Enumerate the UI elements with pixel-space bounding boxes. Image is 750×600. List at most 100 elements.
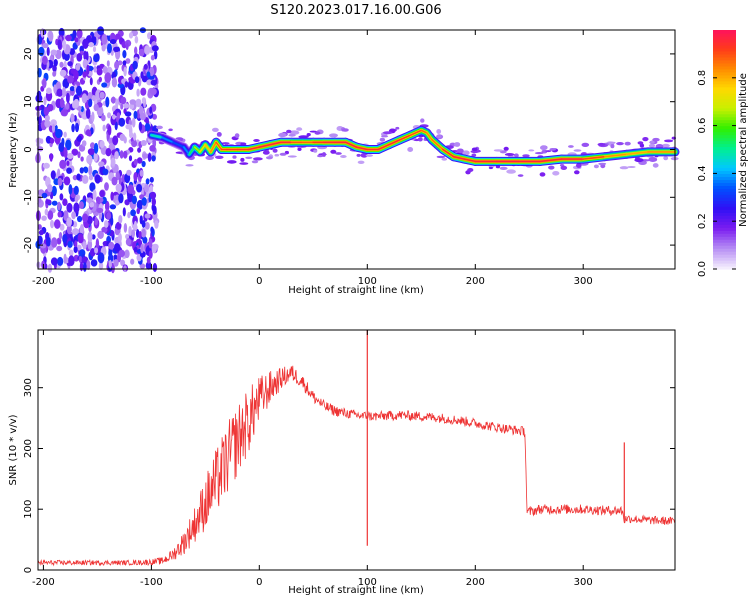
- ridge-halo: [652, 137, 660, 142]
- noise-blob: [59, 61, 64, 68]
- noise-blob: [115, 98, 119, 109]
- ridge-halo: [215, 155, 224, 159]
- noise-blob: [76, 173, 81, 181]
- noise-blob: [122, 50, 127, 59]
- noise-blob: [73, 185, 79, 195]
- y-tick-label: 0: [23, 146, 34, 152]
- noise-blob: [143, 64, 148, 70]
- colorbar-step: [713, 164, 736, 168]
- colorbar-step: [713, 116, 736, 121]
- noise-blob: [86, 259, 91, 270]
- y-tick-label: 100: [23, 500, 34, 519]
- ridge-halo: [624, 141, 631, 146]
- noise-blob: [148, 238, 153, 249]
- noise-blob: [134, 76, 140, 84]
- noise-blob: [72, 228, 79, 236]
- colorbar-step: [713, 86, 736, 91]
- noise-blob: [44, 208, 49, 216]
- ridge-halo: [514, 153, 519, 158]
- ridge-segment: [172, 141, 185, 148]
- ridge-halo: [278, 132, 287, 138]
- snr-panel: -200 -100 0 100 200 300 0 100 200 300 Height of …: [8, 329, 676, 596]
- colorbar-step: [713, 176, 736, 180]
- noise-blob: [67, 240, 73, 248]
- noise-blob: [94, 217, 98, 226]
- noise-blob: [47, 210, 54, 220]
- colorbar-tick-label: 0.4: [697, 165, 708, 181]
- ridge-segment: [388, 139, 401, 146]
- noise-blob: [79, 167, 85, 174]
- noise-blob: [37, 224, 42, 230]
- colorbar-step: [713, 134, 736, 139]
- ridge-halo: [286, 129, 292, 134]
- colorbar-step: [713, 173, 736, 177]
- noise-blob: [96, 207, 104, 214]
- noise-blob: [83, 167, 89, 174]
- colorbar-step: [713, 203, 736, 207]
- ridge-halo: [234, 133, 240, 139]
- ridge-halo: [576, 163, 582, 168]
- ridge-halo: [581, 142, 590, 147]
- noise-blob: [50, 49, 58, 56]
- noise-blob: [108, 241, 115, 250]
- ridge-segment: [161, 136, 174, 144]
- noise-blob: [144, 123, 151, 132]
- noise-blob: [118, 249, 126, 258]
- noise-blob: [94, 174, 101, 184]
- colorbar-step: [713, 122, 736, 127]
- noise-blob: [71, 148, 79, 156]
- noise-blob: [132, 60, 138, 70]
- noise-blob: [79, 224, 84, 235]
- ridge-halo: [298, 135, 309, 139]
- noise-blob: [134, 46, 138, 55]
- noise-blob: [140, 87, 147, 96]
- colorbar-title: Normalized spectral amplitude: [738, 73, 749, 227]
- noise-blob: [89, 248, 96, 257]
- noise-blob: [94, 247, 99, 254]
- noise-blob: [75, 63, 81, 71]
- ridge-halo: [314, 131, 321, 135]
- noise-blob: [56, 256, 64, 266]
- snr-y-ticks: 0 100 200 300: [23, 378, 675, 573]
- ridge-segment: [193, 146, 201, 153]
- noise-blob: [150, 226, 154, 234]
- ridge-halo: [383, 131, 393, 135]
- ridge-halo: [574, 170, 580, 175]
- noise-blob: [120, 103, 124, 110]
- ridge-halo: [251, 160, 259, 164]
- noise-blob: [122, 60, 127, 66]
- colorbar-step: [713, 263, 736, 267]
- noise-blob: [57, 211, 62, 218]
- ridge-halo: [560, 165, 568, 170]
- snr-line: [37, 365, 676, 567]
- noise-blob: [86, 64, 90, 75]
- ridge-halo: [506, 169, 516, 174]
- noise-blob: [45, 199, 52, 205]
- noise-blob: [82, 71, 87, 78]
- noise-blob: [146, 71, 151, 78]
- noise-blob: [91, 234, 96, 240]
- noise-blob: [113, 46, 120, 52]
- noise-blob: [122, 207, 126, 217]
- noise-blob: [129, 99, 137, 105]
- noise-blob: [51, 237, 58, 248]
- colorbar-step: [713, 152, 736, 157]
- noise-blob: [53, 59, 58, 67]
- noise-blob: [87, 231, 93, 243]
- ridge-halo: [493, 149, 503, 152]
- noise-blob: [104, 72, 112, 83]
- colorbar-step: [713, 68, 736, 73]
- noise-blob: [52, 71, 57, 77]
- noise-blob: [91, 111, 95, 122]
- noise-blob: [97, 230, 104, 239]
- ridge-halo: [661, 143, 670, 148]
- noise-blob: [51, 200, 58, 206]
- noise-blob: [101, 82, 108, 88]
- noise-blob: [63, 176, 71, 186]
- noise-blob: [76, 53, 83, 62]
- ridge-halo: [610, 144, 615, 149]
- noise-blob: [46, 236, 51, 247]
- noise-blob: [93, 151, 98, 162]
- noise-blob: [107, 124, 112, 136]
- ridge-halo: [272, 148, 278, 153]
